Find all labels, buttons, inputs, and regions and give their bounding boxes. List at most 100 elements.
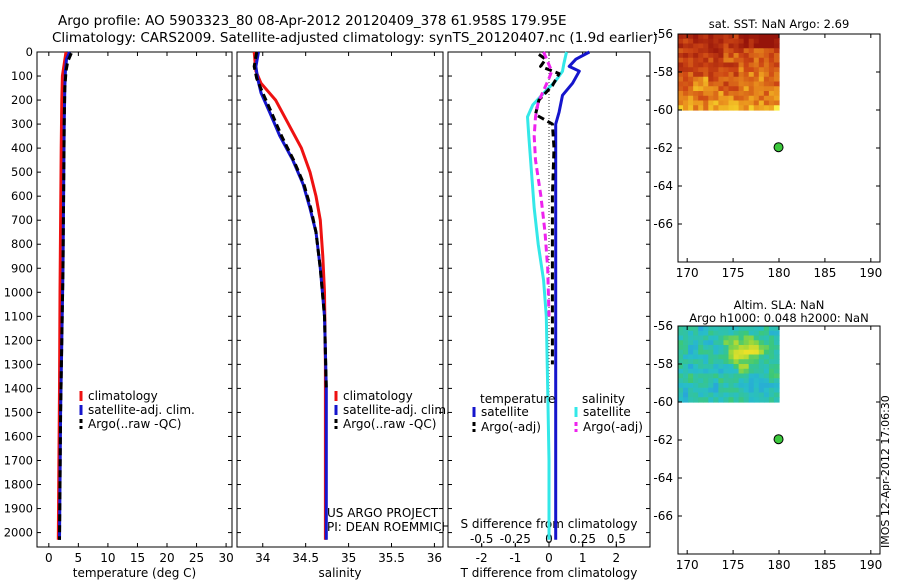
heatmap-cell [683, 359, 689, 365]
heatmap-cell [753, 81, 760, 87]
heatmap-cell [723, 72, 730, 78]
heatmap-cell [693, 368, 699, 375]
heatmap-cell [708, 72, 714, 78]
heatmap-cell [688, 86, 694, 92]
heatmap-cell [713, 392, 719, 398]
heatmap-cell [703, 105, 709, 111]
heatmap-cell [683, 387, 689, 394]
heatmap-cell [708, 349, 714, 356]
heatmap-cell [678, 67, 684, 73]
heatmap-cell [708, 368, 714, 375]
heatmap-cell [763, 383, 770, 389]
heatmap-cell [683, 53, 689, 59]
heatmap-cell [693, 359, 699, 365]
heatmap-cell [703, 43, 709, 49]
x2-tick-label: -0.25 [500, 532, 531, 546]
heatmap-cell [723, 43, 730, 49]
heatmap-cell [728, 100, 735, 106]
heatmap-cell [678, 62, 684, 68]
heatmap-cell [703, 95, 709, 102]
heatmap-cell [728, 91, 735, 97]
heatmap-cell [748, 397, 755, 403]
heatmap-cell [738, 38, 745, 45]
heatmap-cell [678, 43, 684, 49]
heatmap-cell [718, 387, 725, 394]
heatmap-cell [743, 330, 750, 337]
heatmap-cell [683, 43, 689, 49]
heatmap-cell [703, 383, 709, 389]
heatmap-cell [753, 105, 760, 111]
heatmap-cell [683, 378, 689, 384]
heatmap-cell [753, 34, 760, 40]
heatmap-cell [748, 373, 755, 379]
heatmap-cell [738, 397, 745, 403]
heatmap-cell [733, 38, 740, 45]
heatmap-cell [738, 105, 745, 111]
map-title: Altim. SLA: NaN [734, 298, 825, 312]
heatmap-cell [683, 62, 689, 68]
heatmap-cell [703, 392, 709, 398]
heatmap-cell [758, 105, 765, 111]
heatmap-cell [678, 86, 684, 92]
heatmap-cell [708, 76, 714, 83]
heatmap-cell [718, 359, 725, 365]
heatmap-cell [688, 387, 694, 394]
figure-title-line2: Climatology: CARS2009. Satellite-adjuste… [52, 30, 658, 46]
heatmap-cell [718, 38, 725, 45]
heatmap-cell [723, 335, 730, 341]
heatmap-cell [713, 105, 719, 111]
heatmap-cell [748, 34, 755, 40]
heatmap-cell [718, 354, 725, 360]
heatmap-cell [718, 378, 725, 384]
heatmap-cell [728, 53, 735, 59]
heatmap-cell [698, 105, 704, 111]
heatmap-cell [753, 67, 760, 73]
heatmap-cell [728, 86, 735, 92]
heatmap-cell [763, 67, 770, 73]
heatmap-cell [738, 383, 745, 389]
heatmap-cell [758, 392, 765, 398]
legend-label: Argo(..raw -QC) [343, 417, 436, 431]
heatmap-cell [723, 378, 730, 384]
heatmap-cell [688, 53, 694, 59]
heatmap-cell [693, 330, 699, 337]
heatmap-cell [693, 34, 699, 40]
map-title: sat. SST: NaN Argo: 2.69 [709, 17, 850, 31]
heatmap-cell [683, 86, 689, 92]
x-tick-label: 170 [676, 266, 699, 280]
heatmap-cell [738, 43, 745, 49]
heatmap-cell [768, 345, 775, 351]
heatmap-cell [768, 378, 775, 384]
heatmap-cell [748, 392, 755, 398]
heatmap-cell [758, 62, 765, 68]
heatmap-cell [723, 397, 730, 403]
heatmap-cell [678, 354, 684, 360]
heatmap-cell [718, 72, 725, 78]
y-tick-label: -62 [653, 433, 673, 447]
heatmap-cell [713, 378, 719, 384]
heatmap-cell [678, 95, 684, 102]
heatmap-cell [678, 378, 684, 384]
heatmap-cell [718, 34, 725, 40]
heatmap-cell [748, 330, 755, 337]
heatmap-cell [733, 368, 740, 375]
heatmap-cell [758, 95, 765, 102]
y-tick-label: -60 [653, 103, 673, 117]
heatmap-cell [773, 392, 780, 398]
heatmap-cell [683, 345, 689, 351]
heatmap-cell [763, 326, 770, 332]
heatmap-cell [773, 326, 780, 332]
heatmap-cell [713, 340, 719, 346]
heatmap-cell [743, 335, 750, 341]
heatmap-cell [723, 383, 730, 389]
x-tick-label: 36 [427, 551, 442, 565]
heatmap-cell [698, 330, 704, 337]
heatmap-cell [688, 91, 694, 97]
series-line-argo-adj- [532, 51, 554, 317]
heatmap-cell [748, 91, 755, 97]
heatmap-cell [738, 100, 745, 106]
argo-location-marker [773, 142, 784, 153]
map-panel-2: 170 175 180 185 190 -56 -58 -60 -62 -64 -66 Altim. … [653, 298, 882, 572]
heatmap-cell [698, 354, 704, 360]
heatmap-cell [708, 378, 714, 384]
